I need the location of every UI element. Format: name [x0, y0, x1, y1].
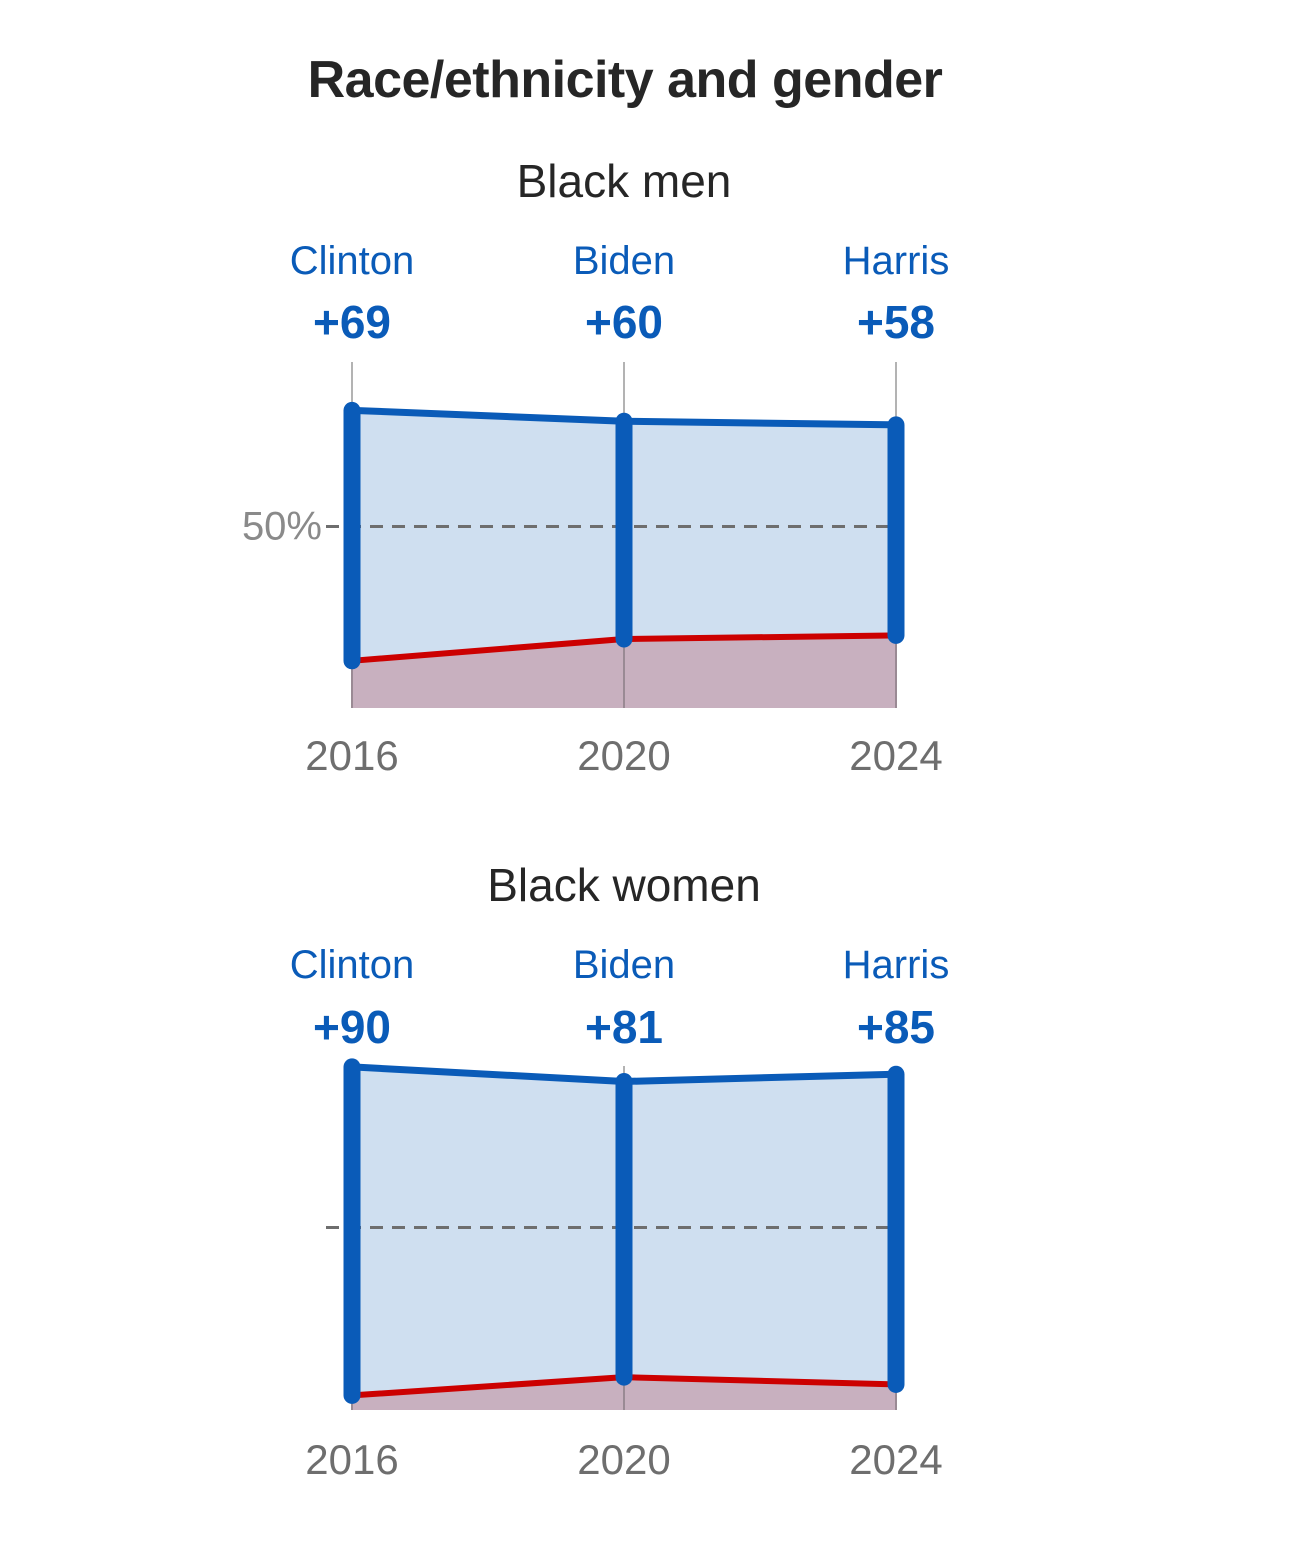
- margin-label: +69: [313, 296, 391, 348]
- candidate-label: Clinton: [290, 943, 415, 987]
- panel-subtitle: Black women: [487, 859, 761, 911]
- candidate-label: Biden: [573, 239, 675, 283]
- candidate-label: Clinton: [290, 239, 415, 283]
- year-tick-label: 2024: [849, 732, 942, 779]
- margin-label: +58: [857, 296, 935, 348]
- midline-label: 50%: [242, 505, 322, 549]
- candidate-label: Harris: [843, 943, 950, 987]
- panel-subtitle: Black men: [517, 155, 732, 207]
- margin-label: +85: [857, 1001, 935, 1053]
- margin-label: +90: [313, 1001, 391, 1053]
- year-tick-label: 2020: [577, 732, 670, 779]
- margin-label: +60: [585, 296, 663, 348]
- candidate-label: Harris: [843, 239, 950, 283]
- year-tick-label: 2016: [305, 732, 398, 779]
- margin-label: +81: [585, 1001, 663, 1053]
- year-tick-label: 2020: [577, 1436, 670, 1483]
- chart-main-title: Race/ethnicity and gender: [307, 51, 943, 109]
- candidate-label: Biden: [573, 943, 675, 987]
- year-tick-label: 2016: [305, 1436, 398, 1483]
- year-tick-label: 2024: [849, 1436, 942, 1483]
